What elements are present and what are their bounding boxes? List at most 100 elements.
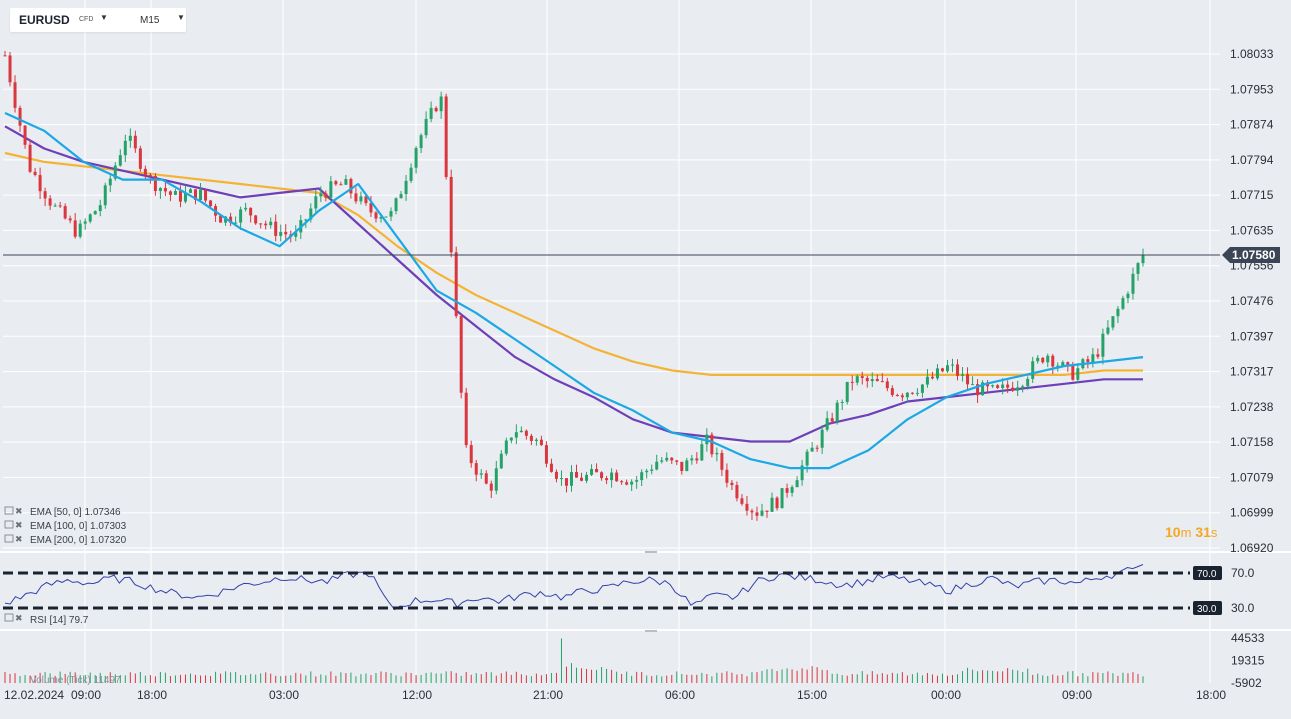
candle-body — [389, 211, 393, 217]
candle-body — [474, 463, 478, 475]
price-tick-label: 1.07238 — [1230, 400, 1274, 414]
volume-bar — [911, 674, 913, 683]
time-tick-label: 21:00 — [533, 688, 563, 702]
timeframe-dropdown-icon[interactable]: ▼ — [177, 13, 185, 22]
volume-bar — [360, 674, 362, 683]
volume-bar — [586, 668, 588, 683]
candle-body — [730, 482, 734, 486]
volume-bar — [485, 671, 487, 683]
candle-body — [264, 223, 268, 226]
candle-body — [419, 135, 423, 149]
candle-body — [259, 223, 263, 225]
volume-bar — [74, 672, 76, 683]
volume-bar — [816, 667, 818, 683]
volume-bar — [676, 671, 678, 683]
candle-body — [128, 135, 132, 141]
candle-body — [890, 388, 894, 395]
symbol-dropdown-icon[interactable]: ▼ — [100, 13, 108, 22]
candle-body — [113, 165, 117, 179]
volume-bar — [1077, 676, 1079, 683]
candle-body — [564, 478, 568, 486]
candle-body — [885, 381, 889, 389]
symbol-selector[interactable]: EURUSD CFD ▼ M15 ▼ — [10, 8, 186, 32]
rsi-level-tag-label: 70.0 — [1197, 569, 1217, 580]
panel-resize-handle[interactable] — [645, 551, 657, 553]
price-tick-label: 1.08033 — [1230, 47, 1274, 61]
legend-settings-icon[interactable] — [4, 520, 14, 529]
legend-close-icon[interactable]: ✖ — [15, 534, 23, 544]
volume-bar — [24, 675, 26, 683]
candle-body — [800, 465, 804, 481]
price-tick-label: 1.07158 — [1230, 435, 1274, 449]
candle-body — [479, 473, 483, 475]
volume-bar — [716, 672, 718, 683]
volume-bar — [861, 671, 863, 683]
volume-bar — [495, 675, 497, 683]
volume-bar — [992, 670, 994, 683]
volume-bar — [315, 676, 317, 683]
candle-body — [374, 212, 378, 219]
price-tick-label: 1.07079 — [1230, 470, 1274, 484]
price-tick-label: 1.07317 — [1230, 365, 1274, 379]
candle-body — [1131, 273, 1135, 294]
candle-body — [23, 125, 27, 145]
candle-body — [559, 478, 563, 480]
legend-settings-icon[interactable] — [4, 506, 14, 515]
candle-body — [459, 316, 463, 393]
volume-bar — [310, 671, 312, 683]
volume-bar — [435, 673, 437, 683]
ema-legend-label: EMA [100, 0] 1.07303 — [30, 521, 127, 532]
current-price-tag — [1222, 247, 1280, 264]
rsi-line — [4, 564, 1144, 611]
candle-body — [660, 460, 664, 462]
candle-body — [38, 175, 42, 192]
volume-bar — [957, 674, 959, 683]
volume-tick-label: -5902 — [1231, 676, 1262, 690]
volume-bar — [921, 675, 923, 683]
volume-bar — [480, 674, 482, 683]
rsi-level-tag — [1193, 566, 1222, 580]
volume-bar — [79, 675, 81, 683]
volume-bar — [555, 672, 557, 683]
legend-close-icon[interactable]: ✖ — [15, 613, 23, 623]
volume-bar — [99, 672, 101, 683]
candle-body — [98, 205, 102, 212]
panel-resize-handle[interactable] — [645, 630, 657, 632]
candle-body — [915, 392, 919, 394]
candle-body — [304, 219, 308, 221]
volume-bar — [64, 673, 66, 683]
volume-bar — [550, 672, 552, 683]
timeframe-label[interactable]: M15 — [140, 15, 160, 26]
volume-bar — [330, 671, 332, 683]
volume-bar — [866, 674, 868, 683]
volume-bar — [300, 673, 302, 683]
price-tick-label: 1.07635 — [1230, 223, 1274, 237]
legend-close-icon[interactable]: ✖ — [15, 506, 23, 516]
volume-bar — [696, 674, 698, 683]
legend-settings-icon[interactable] — [4, 534, 14, 543]
candle-body — [274, 221, 278, 236]
volume-bar — [691, 674, 693, 683]
candle-body — [369, 203, 373, 213]
volume-bar — [601, 666, 603, 683]
legend-settings-icon[interactable] — [4, 613, 14, 622]
candle-body — [966, 374, 970, 385]
volume-bar — [766, 669, 768, 683]
volume-bar — [430, 672, 432, 683]
candle-body — [850, 381, 854, 383]
candle-body — [569, 471, 573, 486]
candle-body — [625, 482, 629, 485]
volume-bar — [59, 671, 61, 683]
volume-bar — [255, 674, 257, 683]
candle-body — [354, 193, 358, 202]
legend-close-icon[interactable]: ✖ — [15, 520, 23, 530]
volume-bar — [721, 672, 723, 683]
candle-body — [8, 55, 12, 83]
volume-bar — [801, 668, 803, 683]
candle-body — [655, 461, 659, 470]
volume-bar — [535, 673, 537, 683]
candle-body — [580, 477, 584, 481]
candle-body — [745, 503, 749, 511]
candle-body — [900, 395, 904, 398]
